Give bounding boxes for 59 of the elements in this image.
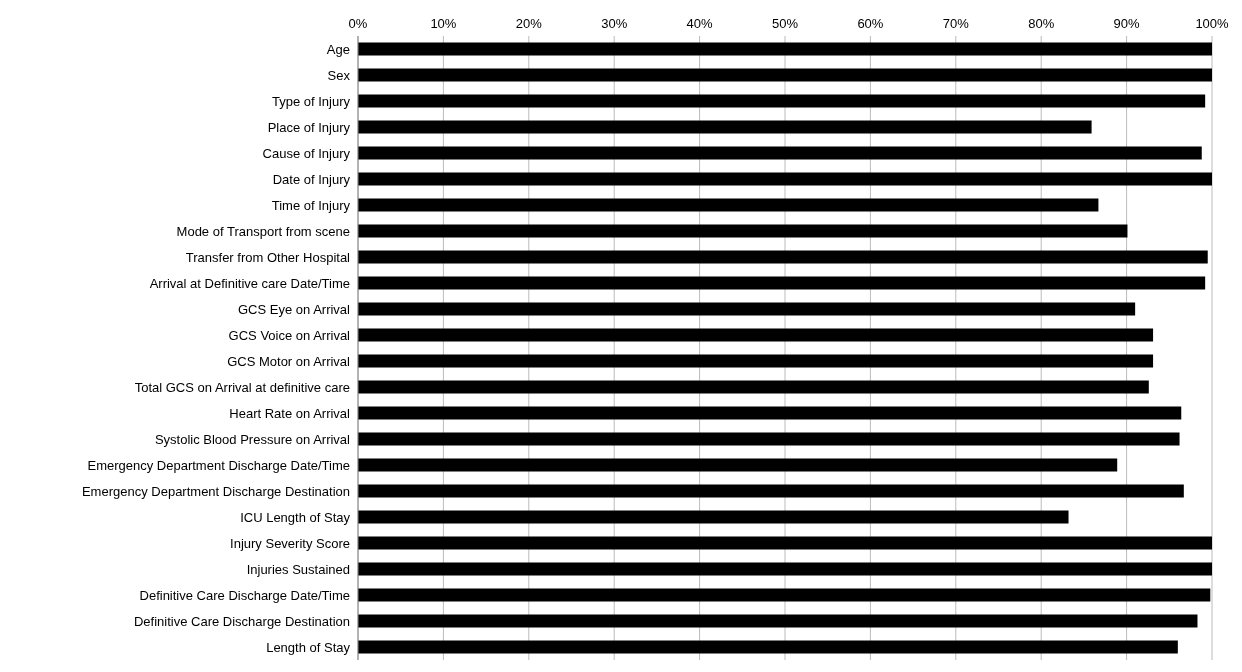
y-tick-label: Arrival at Definitive care Date/Time bbox=[149, 275, 350, 291]
x-tick-label: 100% bbox=[1195, 16, 1230, 31]
y-tick-label: Total GCS on Arrival at definitive care bbox=[134, 379, 350, 395]
y-tick-label: Systolic Blood Pressure on Arrival bbox=[154, 431, 351, 447]
x-tick-label: 10% bbox=[430, 16, 457, 31]
y-tick-label: Type of Injury bbox=[271, 93, 351, 109]
y-tick-label: Definitive Care Discharge Date/Time bbox=[139, 587, 350, 603]
y-tick-label: Time of Injury bbox=[271, 197, 351, 213]
y-tick-label: Date of Injury bbox=[272, 171, 351, 187]
y-tick-label: Injuries Sustained bbox=[246, 561, 350, 577]
bar bbox=[358, 354, 1154, 368]
bar bbox=[358, 536, 1212, 550]
bar bbox=[358, 68, 1212, 82]
bar bbox=[358, 198, 1099, 212]
x-tick-label: 0% bbox=[348, 16, 368, 31]
bar bbox=[358, 120, 1092, 134]
y-tick-label: Place of Injury bbox=[267, 119, 351, 135]
bar bbox=[358, 146, 1202, 160]
bar bbox=[358, 380, 1149, 394]
y-tick-label: Emergency Department Discharge Destination bbox=[81, 483, 350, 499]
x-tick-label: 80% bbox=[1028, 16, 1055, 31]
bar bbox=[358, 510, 1069, 524]
x-tick-label: 50% bbox=[771, 16, 799, 31]
y-tick-label: GCS Eye on Arrival bbox=[238, 301, 351, 317]
x-tick-label: 60% bbox=[857, 16, 884, 31]
x-tick-label: 90% bbox=[1113, 16, 1141, 31]
y-tick-label: GCS Voice on Arrival bbox=[228, 327, 351, 343]
bar bbox=[358, 276, 1206, 290]
y-tick-label: Length of Stay bbox=[266, 639, 351, 655]
bar bbox=[358, 458, 1118, 472]
y-tick-label: Definitive Care Discharge Destination bbox=[133, 613, 350, 629]
bar bbox=[358, 172, 1212, 186]
y-tick-label: Transfer from Other Hospital bbox=[185, 249, 351, 265]
bar bbox=[358, 250, 1208, 264]
x-tick-label: 40% bbox=[686, 16, 714, 31]
bar bbox=[358, 484, 1184, 498]
bar bbox=[358, 328, 1154, 342]
y-tick-label: Injury Severity Score bbox=[230, 535, 350, 551]
y-tick-label: Age bbox=[326, 41, 350, 57]
y-tick-label: GCS Motor on Arrival bbox=[227, 353, 351, 369]
bar bbox=[358, 42, 1212, 56]
x-tick-label: 20% bbox=[515, 16, 543, 31]
bar bbox=[358, 406, 1182, 420]
bar bbox=[358, 224, 1128, 238]
bar bbox=[358, 588, 1211, 602]
y-tick-label: Sex bbox=[327, 67, 351, 83]
bar bbox=[358, 614, 1198, 628]
x-tick-label: 70% bbox=[942, 16, 970, 31]
bar bbox=[358, 302, 1136, 316]
bar bbox=[358, 640, 1178, 654]
y-tick-label: Heart Rate on Arrival bbox=[229, 405, 351, 421]
x-tick-label: 30% bbox=[601, 16, 628, 31]
bar bbox=[358, 432, 1180, 446]
y-tick-label: Cause of Injury bbox=[262, 145, 351, 161]
y-tick-label: Mode of Transport from scene bbox=[176, 223, 350, 239]
bar bbox=[358, 94, 1206, 108]
y-tick-label: Emergency Department Discharge Date/Time bbox=[87, 457, 350, 473]
bar bbox=[358, 562, 1212, 576]
y-tick-label: ICU Length of Stay bbox=[240, 509, 351, 525]
